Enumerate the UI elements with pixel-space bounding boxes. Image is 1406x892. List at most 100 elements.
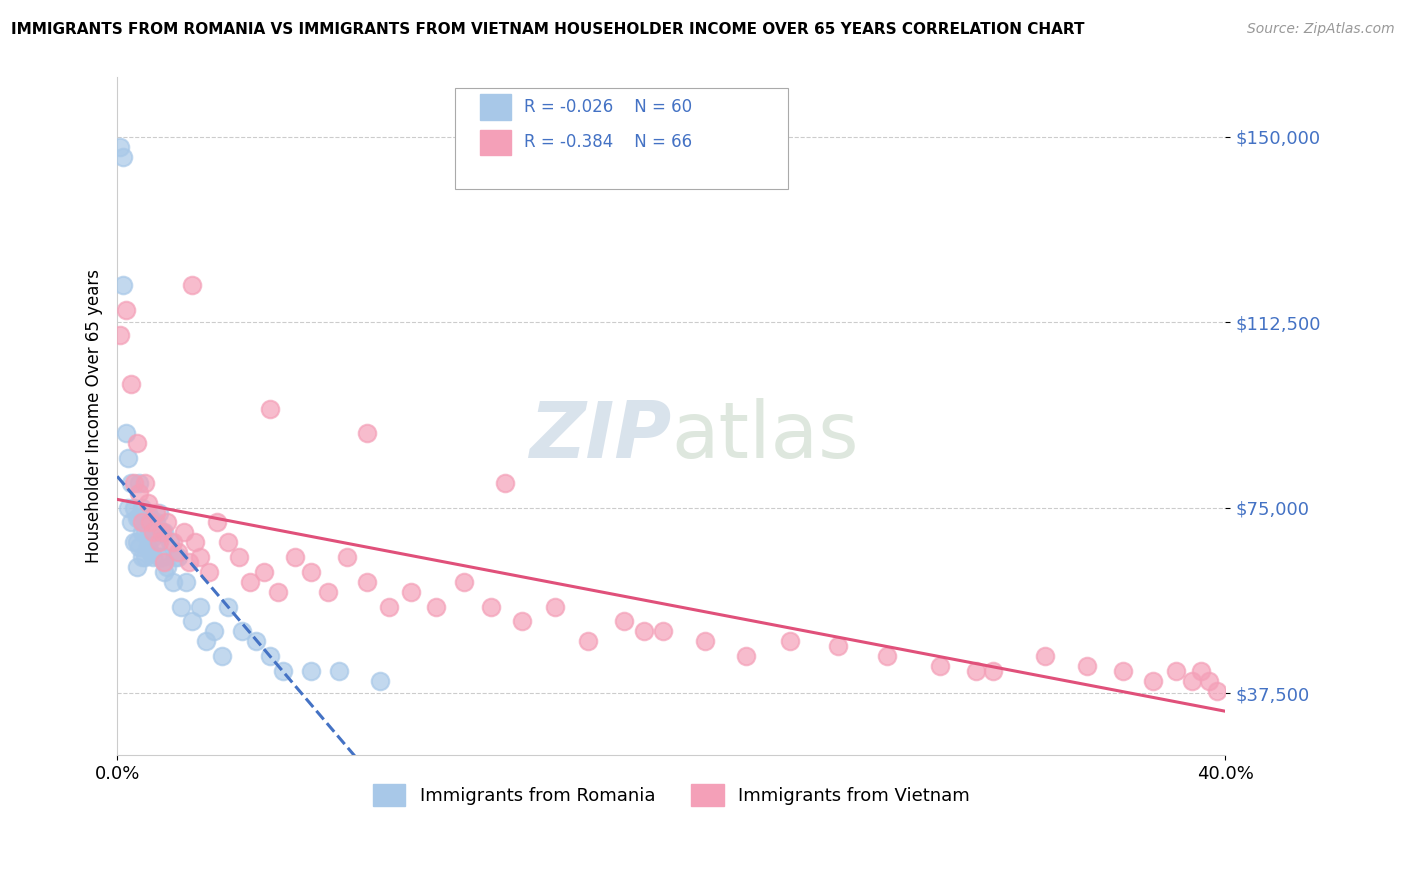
FancyBboxPatch shape — [479, 129, 510, 155]
Point — [253, 565, 276, 579]
Point — [510, 615, 533, 629]
Point — [494, 475, 516, 490]
Point — [217, 535, 239, 549]
Point — [114, 426, 136, 441]
Point — [150, 550, 173, 565]
Point — [117, 500, 139, 515]
Point — [633, 624, 655, 639]
Point — [150, 525, 173, 540]
Point — [128, 510, 150, 524]
Point — [576, 634, 599, 648]
Point — [156, 560, 179, 574]
Point — [150, 525, 173, 540]
Point — [370, 673, 392, 688]
Point — [148, 525, 170, 540]
Point — [153, 555, 176, 569]
Point — [205, 516, 228, 530]
Text: Source: ZipAtlas.com: Source: ZipAtlas.com — [1247, 22, 1395, 37]
Point — [120, 516, 142, 530]
Point — [735, 648, 758, 663]
Point — [188, 599, 211, 614]
Text: ZIP: ZIP — [529, 399, 671, 475]
Point — [122, 500, 145, 515]
Point — [122, 535, 145, 549]
Point — [356, 574, 378, 589]
Point — [120, 475, 142, 490]
Point — [142, 525, 165, 540]
Point — [139, 545, 162, 559]
Text: R = -0.026    N = 60: R = -0.026 N = 60 — [524, 98, 692, 116]
Point — [399, 584, 422, 599]
Point — [159, 535, 181, 549]
Point — [336, 550, 359, 565]
Point — [111, 278, 134, 293]
Point — [167, 550, 190, 565]
Point — [377, 599, 399, 614]
Point — [167, 545, 190, 559]
Point — [153, 565, 176, 579]
Point — [259, 648, 281, 663]
Point — [139, 510, 162, 524]
Point — [136, 506, 159, 520]
Point — [1198, 673, 1220, 688]
Point — [145, 516, 167, 530]
Point — [453, 574, 475, 589]
Point — [179, 555, 201, 569]
Point — [613, 615, 636, 629]
Point — [827, 639, 849, 653]
Point — [136, 520, 159, 534]
Point — [1181, 673, 1204, 688]
Point — [181, 615, 204, 629]
Point — [117, 451, 139, 466]
Point — [779, 634, 801, 648]
Point — [228, 550, 250, 565]
Point — [176, 574, 198, 589]
Point — [145, 535, 167, 549]
Point — [142, 516, 165, 530]
Point — [148, 506, 170, 520]
Point — [134, 510, 156, 524]
Point — [356, 426, 378, 441]
Point — [202, 624, 225, 639]
Point — [1206, 683, 1229, 698]
Point — [120, 377, 142, 392]
Point — [165, 550, 187, 565]
Text: atlas: atlas — [671, 399, 859, 475]
Point — [259, 401, 281, 416]
Point — [134, 475, 156, 490]
Point — [139, 525, 162, 540]
Point — [125, 560, 148, 574]
Point — [148, 550, 170, 565]
Point — [173, 525, 195, 540]
Point — [131, 500, 153, 515]
Point — [108, 327, 131, 342]
Point — [1164, 664, 1187, 678]
Legend: Immigrants from Romania, Immigrants from Vietnam: Immigrants from Romania, Immigrants from… — [366, 777, 977, 814]
Point — [425, 599, 447, 614]
Point — [125, 436, 148, 450]
Point — [245, 634, 267, 648]
Point — [170, 599, 193, 614]
Point — [139, 516, 162, 530]
Point — [128, 475, 150, 490]
Point — [328, 664, 350, 678]
Point — [1142, 673, 1164, 688]
Point — [131, 550, 153, 565]
Point — [197, 565, 219, 579]
Point — [283, 550, 305, 565]
Point — [111, 150, 134, 164]
Point — [299, 664, 322, 678]
Point — [316, 584, 339, 599]
Point — [114, 302, 136, 317]
Point — [188, 550, 211, 565]
Point — [267, 584, 290, 599]
Text: R = -0.384    N = 66: R = -0.384 N = 66 — [524, 134, 692, 152]
Point — [929, 659, 952, 673]
Point — [128, 540, 150, 554]
Point — [1189, 664, 1212, 678]
Point — [181, 278, 204, 293]
Point — [652, 624, 675, 639]
Point — [544, 599, 567, 614]
Point — [211, 648, 233, 663]
Point — [108, 139, 131, 153]
